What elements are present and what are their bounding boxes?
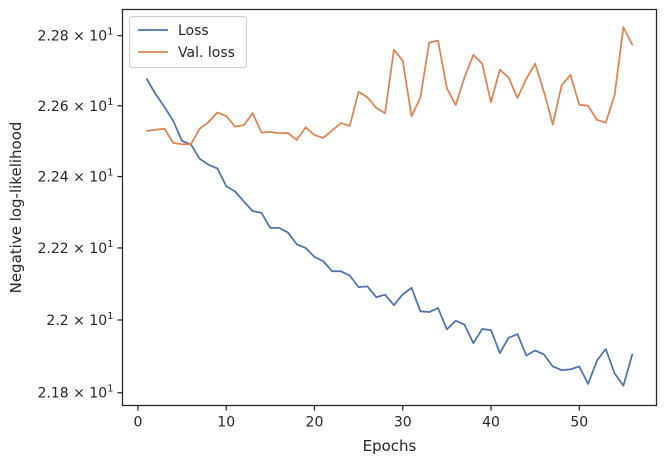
series-line-val-loss [145,26,634,146]
series-line-loss [145,78,634,387]
y-tick-label: 2.2 × 101 [46,311,113,329]
x-tick-label: 50 [570,415,588,431]
y-tick-label: 2.22 × 101 [38,239,114,257]
series-lines [145,26,634,387]
y-axis-label: Negative log-likelihood [7,122,25,294]
plot-frame [121,8,658,407]
x-tick-label: 20 [306,415,324,431]
y-tick-label: 2.28 × 101 [38,27,114,45]
legend-label-loss: Loss [178,23,209,39]
x-tick-label: 30 [394,415,412,431]
y-axis: 2.18 × 101 2.2 × 101 2.22 × 101 2.24 × 101 2… [38,27,123,402]
y-tick-label: 2.26 × 101 [38,97,114,115]
x-tick-label: 40 [482,415,500,431]
legend-label-val-loss: Val. loss [178,45,235,61]
legend: Loss Val. loss [129,16,247,68]
y-tick-label: 2.24 × 101 [38,168,114,186]
x-axis: 0 10 20 30 40 50 [133,405,588,431]
x-tick-label: 0 [133,415,142,431]
y-tick-label: 2.18 × 101 [38,384,114,402]
x-tick-label: 10 [217,415,235,431]
x-axis-label: Epochs [363,437,417,455]
